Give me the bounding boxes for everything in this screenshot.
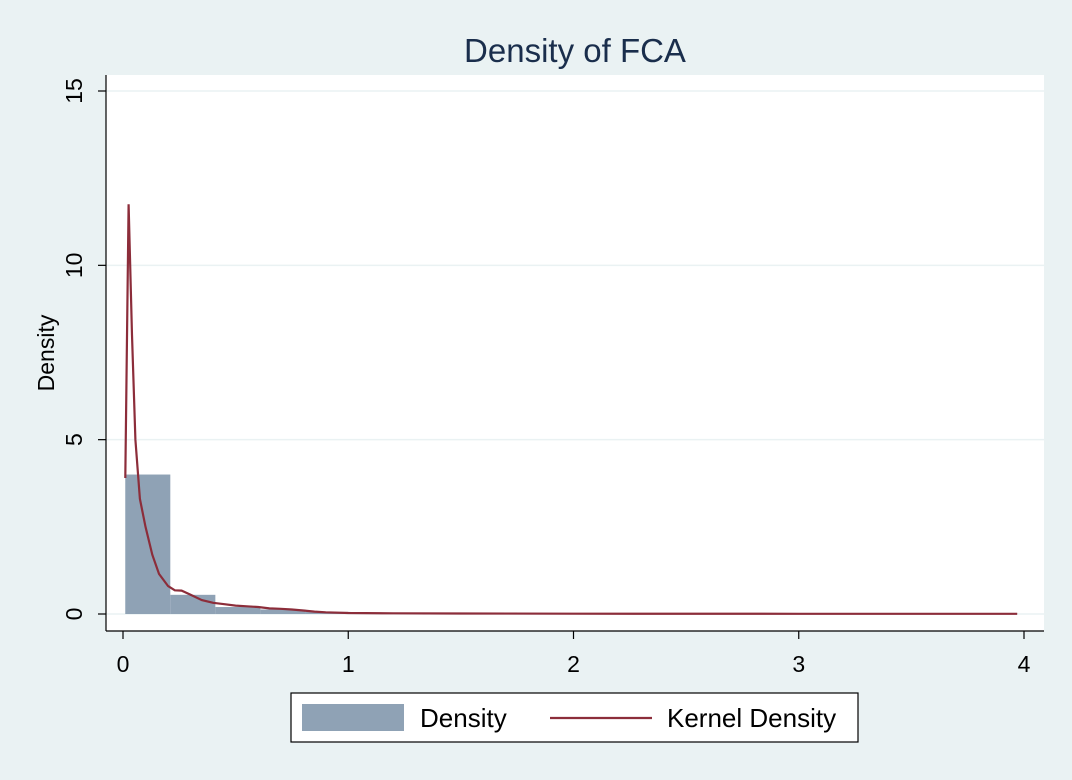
x-tick-label: 1 — [342, 651, 355, 677]
x-tick-label: 4 — [1018, 651, 1031, 677]
y-ticks: 0 5 10 15 — [61, 78, 106, 620]
x-tick-label: 0 — [117, 651, 130, 677]
legend-swatch-density — [302, 704, 404, 731]
plot-area — [106, 75, 1044, 631]
histogram-bar-1 — [170, 594, 216, 614]
y-axis-label: Density — [33, 314, 59, 391]
histogram-bar-0 — [125, 474, 171, 614]
y-tick-label: 15 — [61, 78, 87, 104]
y-tick-label: 5 — [61, 433, 87, 446]
histogram-bar-3 — [260, 609, 306, 614]
legend-label-density: Density — [420, 703, 507, 733]
x-tick-label: 2 — [567, 651, 580, 677]
legend: Density Kernel Density — [290, 692, 859, 743]
chart-title: Density of FCA — [464, 32, 686, 69]
x-ticks: 0 1 2 3 4 — [117, 631, 1031, 677]
y-tick-label: 0 — [61, 608, 87, 621]
legend-label-kernel-density: Kernel Density — [667, 703, 836, 733]
histogram-bar-2 — [215, 607, 261, 614]
y-tick-label: 10 — [61, 253, 87, 279]
x-tick-label: 3 — [792, 651, 805, 677]
kernel-density-line — [124, 204, 1018, 615]
